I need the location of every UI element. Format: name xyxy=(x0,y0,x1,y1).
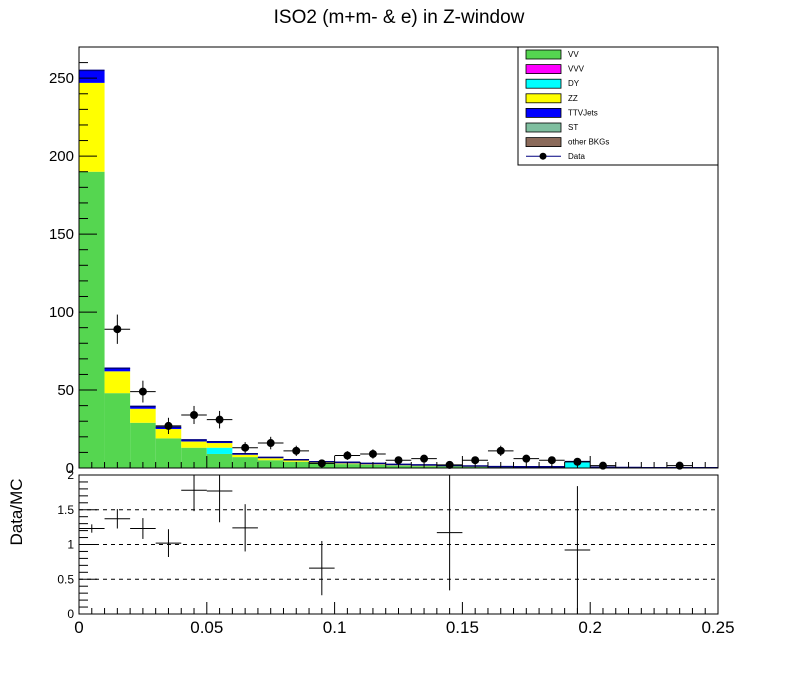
y-tick-label: 150 xyxy=(49,226,74,243)
legend-swatch-ttvjets xyxy=(525,108,562,118)
data-point xyxy=(522,454,531,463)
data-point xyxy=(573,457,582,466)
legend-label: ST xyxy=(568,123,578,132)
data-point xyxy=(496,446,505,455)
data-point xyxy=(445,460,454,469)
bar-ttvjets-2 xyxy=(130,406,156,409)
bar-vv-1 xyxy=(104,393,131,468)
x-tick-label: 0.25 xyxy=(701,618,734,637)
legend-label: TTVJets xyxy=(568,108,598,117)
ratio-y-tick-label: 1.5 xyxy=(57,503,74,517)
legend-marker-data xyxy=(539,152,547,160)
legend-swatch-st xyxy=(525,122,562,133)
data-point xyxy=(343,451,352,460)
y-tick-label: 250 xyxy=(49,70,74,87)
bar-zz-1 xyxy=(104,371,131,394)
x-tick-label: 0.1 xyxy=(323,618,347,637)
x-tick-label: 0 xyxy=(74,618,83,637)
bar-zz-0 xyxy=(79,82,105,172)
data-point xyxy=(368,449,377,458)
y-tick-label: 50 xyxy=(57,382,74,399)
bar-vv-2 xyxy=(130,422,156,468)
legend-label: ZZ xyxy=(568,94,578,103)
legend-swatch-vv xyxy=(525,49,562,60)
data-point xyxy=(164,421,173,430)
ratio-y-tick-label: 0.5 xyxy=(57,572,74,586)
y-tick-label: 0 xyxy=(66,460,74,477)
data-point xyxy=(675,461,684,470)
bar-zz-7 xyxy=(257,458,284,461)
y-tick-label: 200 xyxy=(49,148,74,165)
legend-swatch-dy xyxy=(525,78,562,89)
data-point xyxy=(420,454,429,463)
ratio-panel: 0 0.5 1 1.5 2 0 0.05 0.1 0.15 0.2 0.25 xyxy=(57,468,734,637)
chart-title: ISO2 (m+m- & e) in Z-window xyxy=(274,7,525,28)
bar-ttvjets-4 xyxy=(181,439,207,442)
ratio-y-tick-label: 2 xyxy=(67,468,74,482)
data-point xyxy=(138,387,147,396)
bar-dy-5 xyxy=(206,447,233,454)
bar-zz-6 xyxy=(232,454,258,458)
data-point xyxy=(547,456,556,465)
data-point xyxy=(113,325,122,334)
legend-swatch-other-bkgs xyxy=(525,137,562,148)
bar-zz-4 xyxy=(181,441,207,448)
legend-swatch-zz xyxy=(525,93,562,104)
bar-zz-5 xyxy=(206,443,233,448)
legend-label: Data xyxy=(568,152,585,161)
data-point xyxy=(190,410,199,419)
ratio-frame xyxy=(78,474,719,615)
x-tick-label: 0.15 xyxy=(446,618,479,637)
data-point xyxy=(394,456,403,465)
data-point xyxy=(266,439,275,448)
legend-label: DY xyxy=(568,79,580,88)
legend-label: VV xyxy=(568,50,579,59)
legend-label: other BKGs xyxy=(568,138,609,147)
data-point xyxy=(317,459,326,468)
ratio-y-tick-label: 0 xyxy=(67,607,74,621)
bar-zz-8 xyxy=(283,460,310,462)
bar-vv-0 xyxy=(79,171,105,469)
data-point xyxy=(215,415,224,424)
data-point xyxy=(292,446,301,455)
main-panel: 0 50 100 150 200 250 xyxy=(49,46,719,477)
data-point xyxy=(471,456,480,465)
data-point xyxy=(598,461,607,470)
x-tick-label: 0.05 xyxy=(190,618,223,637)
bar-vv-5 xyxy=(206,453,233,468)
bar-zz-2 xyxy=(130,408,156,423)
y-tick-label: 100 xyxy=(49,304,74,321)
ratio-y-tick-label: 1 xyxy=(67,538,74,552)
legend-label: VVV xyxy=(568,65,585,74)
bar-vv-4 xyxy=(181,447,207,468)
bar-ttvjets-0 xyxy=(79,70,105,83)
x-tick-label: 0.2 xyxy=(578,618,602,637)
bar-ttvjets-1 xyxy=(104,368,131,372)
legend-swatch-vvv xyxy=(525,64,562,74)
ratio-y-axis-label: Data/MC xyxy=(7,478,26,545)
data-point xyxy=(241,443,250,452)
